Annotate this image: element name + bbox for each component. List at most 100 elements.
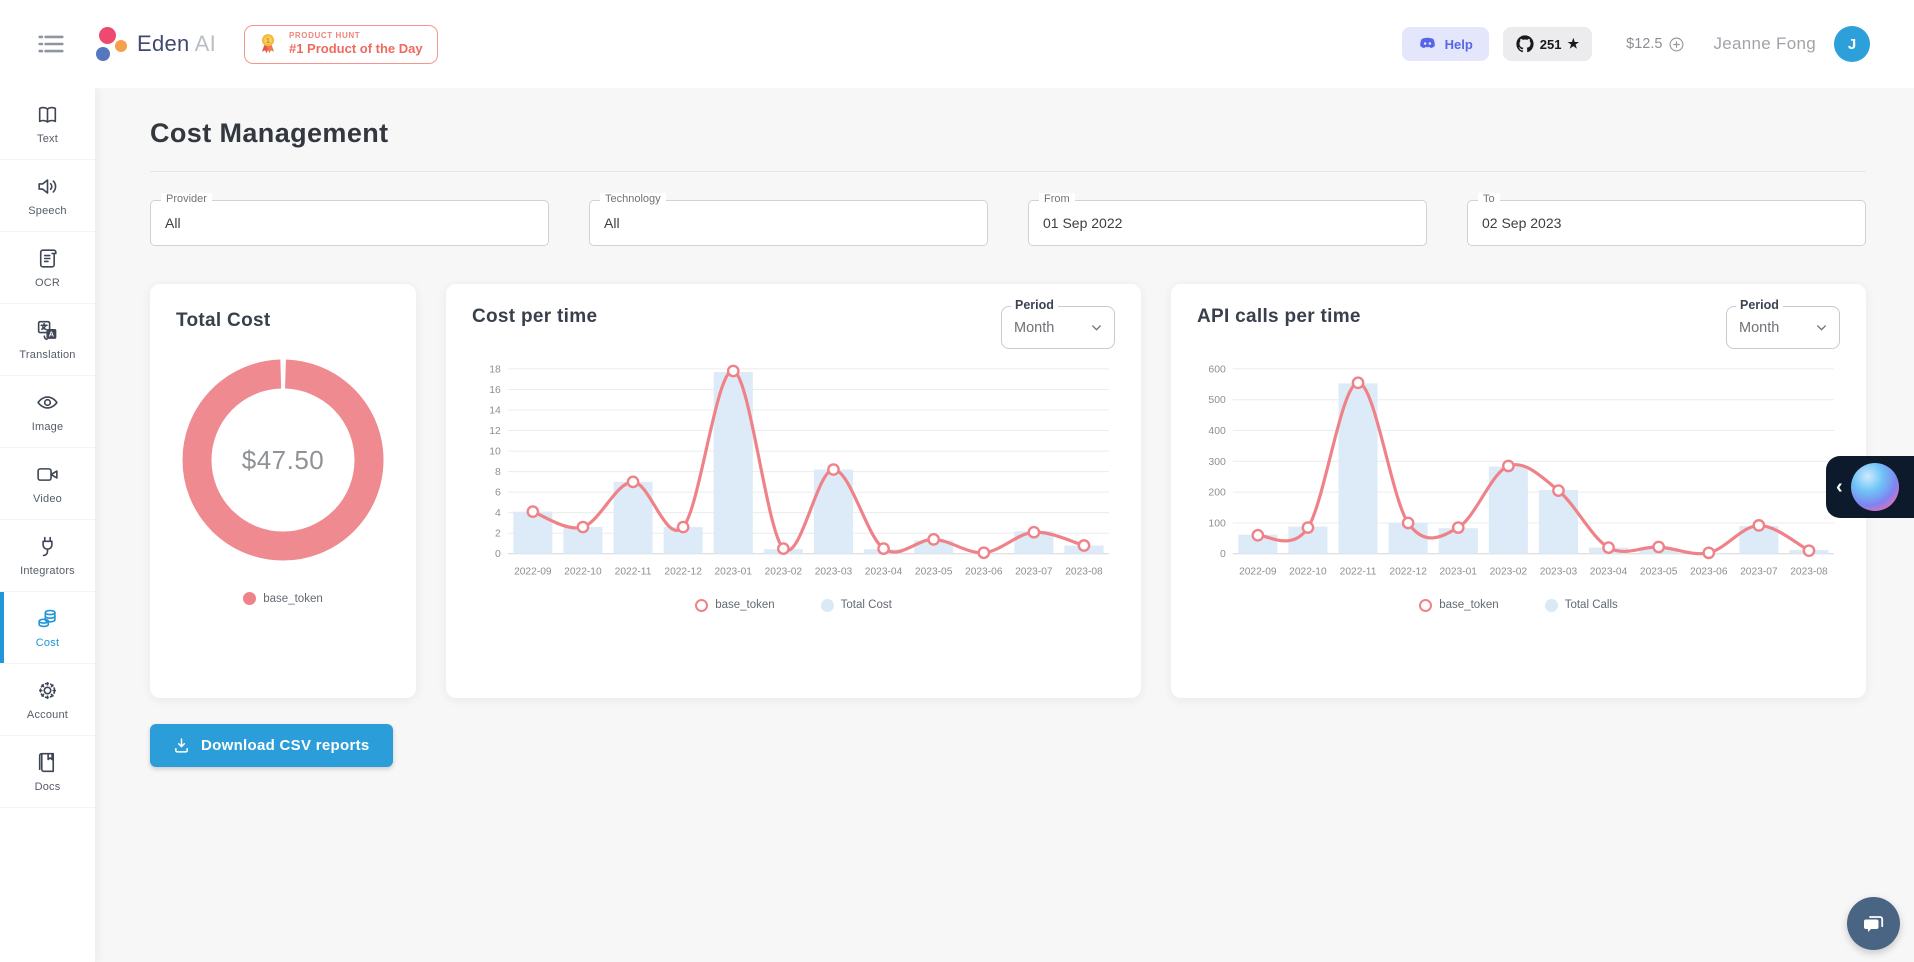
- video-camera-icon: [37, 468, 58, 481]
- legend-label: base_token: [715, 599, 775, 612]
- api-period-select[interactable]: Period Month: [1726, 298, 1840, 349]
- legend-item[interactable]: base_token: [695, 598, 775, 612]
- cost-per-time-card: Cost per time Period Month 0 2 4 6 8 10 12 14 16…: [446, 284, 1141, 698]
- legend-swatch-icon: [243, 592, 257, 605]
- account-balance[interactable]: $12.5: [1626, 36, 1685, 53]
- sidebar-item-label: Translation: [19, 349, 76, 361]
- help-button[interactable]: Help: [1401, 27, 1489, 61]
- svg-text:14: 14: [489, 405, 501, 416]
- sidebar-item-image[interactable]: Image: [0, 376, 95, 448]
- sidebar: Text Speech OCR A Translation Image Video Integ…: [0, 88, 95, 962]
- medal-icon: 1: [261, 33, 275, 53]
- period-label: Period: [1736, 298, 1783, 312]
- svg-text:100: 100: [1208, 518, 1226, 529]
- discord-icon: [1419, 37, 1435, 48]
- legend-item[interactable]: base_token: [243, 592, 323, 605]
- svg-text:2023-01: 2023-01: [1439, 567, 1477, 578]
- legend-item[interactable]: base_token: [1419, 598, 1499, 612]
- avatar[interactable]: J: [1834, 26, 1870, 62]
- sidebar-item-translation[interactable]: A Translation: [0, 304, 95, 376]
- total-cost-donut-chart: $47.50: [181, 358, 385, 562]
- legend-item[interactable]: Total Calls: [1544, 598, 1618, 612]
- sidebar-item-account[interactable]: Account: [0, 664, 95, 736]
- svg-text:2023-02: 2023-02: [765, 567, 803, 578]
- legend-label: base_token: [1439, 599, 1499, 612]
- chat-launcher-button[interactable]: [1847, 897, 1900, 950]
- filter-label: Provider: [161, 193, 212, 205]
- api-calls-card: API calls per time Period Month 0 100 200 3…: [1171, 284, 1866, 698]
- filter-value: 01 Sep 2022: [1043, 215, 1123, 231]
- assistant-orb-icon: [1850, 463, 1899, 511]
- period-value: Month: [1014, 319, 1055, 336]
- to-filter[interactable]: To 02 Sep 2023: [1467, 193, 1866, 246]
- sidebar-item-docs[interactable]: Docs: [0, 736, 95, 808]
- sidebar-item-integrators[interactable]: Integrators: [0, 520, 95, 592]
- legend-swatch-icon: [695, 598, 709, 612]
- from-filter[interactable]: From 01 Sep 2022: [1028, 193, 1427, 246]
- svg-text:2023-08: 2023-08: [1790, 567, 1828, 578]
- legend-swatch-icon: [820, 598, 834, 612]
- svg-text:0: 0: [495, 549, 501, 560]
- svg-text:2022-09: 2022-09: [514, 567, 552, 578]
- svg-text:2022-10: 2022-10: [564, 567, 602, 578]
- main-content: Cost Management Provider All Technology All…: [95, 88, 1914, 962]
- technology-filter[interactable]: Technology All: [589, 193, 988, 246]
- download-icon: [175, 738, 188, 753]
- chat-icon: [1863, 915, 1883, 932]
- svg-text:A: A: [49, 329, 55, 338]
- gear-icon: [38, 681, 57, 700]
- sidebar-item-text[interactable]: Text: [0, 88, 95, 160]
- sidebar-item-label: Docs: [34, 781, 61, 793]
- sidebar-item-label: Image: [31, 421, 64, 433]
- menu-icon: [38, 35, 64, 53]
- title-divider: [150, 171, 1866, 172]
- translate-icon: A: [37, 320, 57, 341]
- svg-text:2023-07: 2023-07: [1740, 567, 1778, 578]
- svg-text:2: 2: [495, 529, 501, 540]
- cost-per-time-legend: base_token Total Cost: [472, 598, 1115, 612]
- total-cost-legend: base_token: [243, 592, 323, 605]
- total-cost-title: Total Cost: [176, 310, 271, 331]
- assistant-drawer-toggle[interactable]: ‹: [1826, 456, 1914, 518]
- api-calls-title: API calls per time: [1197, 306, 1361, 327]
- product-hunt-badge[interactable]: 1 PRODUCT HUNT #1 Product of the Day: [243, 24, 438, 64]
- cost-period-select[interactable]: Period Month: [1001, 298, 1115, 349]
- period-label: Period: [1011, 298, 1058, 312]
- github-stars-button[interactable]: 251 ★: [1502, 27, 1593, 61]
- chart-svg: 0 100 200 300 400 500 600 2022-09 2022-10 2022-11…: [1208, 364, 1835, 578]
- legend-label: Total Calls: [1564, 599, 1618, 612]
- total-cost-card: Total Cost $47.50 base_token: [150, 284, 416, 698]
- product-hunt-kicker: PRODUCT HUNT: [288, 31, 361, 40]
- svg-text:2023-01: 2023-01: [714, 567, 752, 578]
- svg-text:2023-07: 2023-07: [1015, 567, 1053, 578]
- book-open-icon: [38, 106, 57, 123]
- menu-toggle-button[interactable]: [34, 27, 68, 61]
- help-label: Help: [1444, 36, 1473, 52]
- sidebar-item-ocr[interactable]: OCR: [0, 232, 95, 304]
- svg-text:18: 18: [489, 364, 501, 375]
- svg-text:2022-12: 2022-12: [1389, 567, 1427, 578]
- sidebar-item-cost[interactable]: Cost: [0, 592, 95, 664]
- sidebar-item-speech[interactable]: Speech: [0, 160, 95, 232]
- svg-text:2023-05: 2023-05: [915, 567, 953, 578]
- provider-filter[interactable]: Provider All: [150, 193, 549, 246]
- svg-text:6: 6: [495, 488, 501, 499]
- svg-text:2023-03: 2023-03: [815, 567, 853, 578]
- svg-text:500: 500: [1208, 395, 1226, 406]
- logo-text: Eden AI: [137, 31, 216, 56]
- svg-text:0: 0: [1220, 549, 1226, 560]
- legend-item[interactable]: Total Cost: [820, 598, 892, 612]
- download-csv-button[interactable]: Download CSV reports: [150, 724, 393, 767]
- sidebar-item-video[interactable]: Video: [0, 448, 95, 520]
- total-cost-value: $47.50: [241, 444, 325, 475]
- filter-value: 02 Sep 2023: [1482, 215, 1562, 231]
- svg-text:2023-05: 2023-05: [1640, 567, 1678, 578]
- sidebar-item-label: Cost: [35, 637, 60, 649]
- legend-label: Total Cost: [840, 599, 892, 612]
- download-csv-label: Download CSV reports: [201, 737, 370, 754]
- scroll-icon: [39, 249, 57, 268]
- eden-ai-logo[interactable]: Eden AI: [92, 25, 216, 63]
- github-icon: [1516, 35, 1534, 53]
- svg-text:2023-02: 2023-02: [1490, 567, 1528, 578]
- plug-icon: [42, 536, 53, 557]
